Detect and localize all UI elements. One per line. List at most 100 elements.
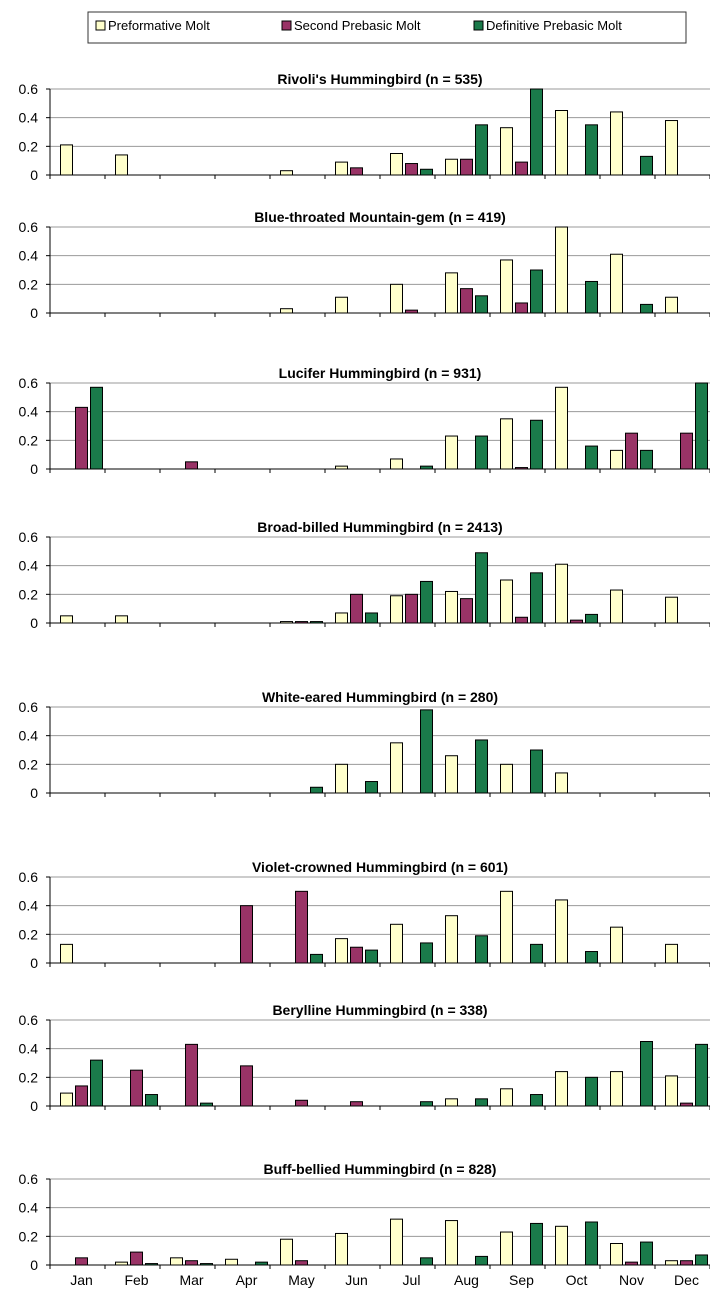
- x-tick-label: Aug: [454, 1272, 479, 1288]
- bar: [585, 1221, 598, 1266]
- bar: [60, 943, 73, 964]
- bar: [405, 163, 418, 176]
- y-tick-label: 0: [30, 1098, 38, 1114]
- bar: [500, 890, 513, 964]
- bar: [130, 1251, 143, 1266]
- bar: [555, 226, 568, 314]
- bar: [585, 445, 598, 470]
- bar: [475, 552, 488, 624]
- bar: [555, 899, 568, 964]
- bar: [335, 763, 348, 794]
- chart-panels: Rivoli's Hummingbird (n = 535) 0 0.2 0.4 0.6…: [19, 71, 710, 1288]
- bar: [555, 386, 568, 470]
- y-tick-label: 0.6: [19, 81, 39, 97]
- bar: [335, 938, 348, 964]
- y-tick-label: 0.6: [19, 869, 39, 885]
- bar: [240, 905, 253, 964]
- y-tick-label: 0.2: [19, 1069, 39, 1085]
- bar: [515, 302, 528, 314]
- bar: [555, 563, 568, 624]
- bar: [640, 155, 653, 176]
- y-tick-label: 0.6: [19, 1171, 39, 1187]
- chart-title: Broad-billed Hummingbird (n = 2413): [257, 519, 502, 535]
- chart-title: Violet-crowned Hummingbird (n = 601): [252, 859, 508, 875]
- bar: [350, 167, 363, 176]
- bar: [445, 1098, 458, 1107]
- y-tick-label: 0: [30, 615, 38, 631]
- y-tick-label: 0.6: [19, 375, 39, 391]
- y-tick-label: 0.2: [19, 586, 39, 602]
- y-tick-label: 0.2: [19, 1228, 39, 1244]
- bar: [555, 110, 568, 176]
- y-tick-label: 0.2: [19, 432, 39, 448]
- bar: [185, 461, 198, 470]
- bar: [695, 382, 708, 470]
- bar: [145, 1094, 158, 1107]
- bar: [185, 1043, 198, 1107]
- bar: [460, 288, 473, 314]
- bar: [475, 935, 488, 964]
- bar: [420, 709, 433, 794]
- bar: [460, 158, 473, 176]
- bar: [625, 432, 638, 470]
- x-tick-label: Apr: [236, 1272, 258, 1288]
- bar: [60, 615, 73, 624]
- bar: [475, 1098, 488, 1107]
- bar: [530, 1222, 543, 1266]
- bar: [530, 572, 543, 624]
- x-tick-label: Jan: [70, 1272, 93, 1288]
- bar: [280, 308, 293, 314]
- bar: [530, 749, 543, 794]
- bar: [500, 418, 513, 470]
- bar: [610, 449, 623, 470]
- y-tick-label: 0.4: [19, 110, 39, 126]
- bar: [500, 127, 513, 176]
- bar: [680, 1260, 693, 1266]
- bar: [475, 435, 488, 470]
- bar: [640, 1241, 653, 1266]
- bar: [610, 1071, 623, 1107]
- chart-panel: Violet-crowned Hummingbird (n = 601) 0 0.2…: [19, 859, 710, 971]
- bar: [610, 926, 623, 964]
- y-tick-label: 0.2: [19, 926, 39, 942]
- bar: [585, 1076, 598, 1107]
- chart-panel: Buff-bellied Hummingbird (n = 828) 0 0.2 0.…: [19, 1161, 710, 1288]
- bar: [530, 419, 543, 470]
- chart-panel: Rivoli's Hummingbird (n = 535) 0 0.2 0.4 0.6: [19, 71, 710, 183]
- bar: [390, 153, 403, 176]
- y-tick-label: 0.2: [19, 756, 39, 772]
- bar: [350, 593, 363, 624]
- bar: [640, 449, 653, 470]
- y-tick-label: 0.6: [19, 219, 39, 235]
- chart-title: Buff-bellied Hummingbird (n = 828): [264, 1161, 497, 1177]
- bar: [475, 295, 488, 314]
- legend-box: [87, 11, 687, 44]
- bar: [60, 144, 73, 176]
- bar: [530, 1094, 543, 1107]
- y-tick-label: 0.6: [19, 1012, 39, 1028]
- bar: [390, 283, 403, 314]
- bar: [500, 1231, 513, 1266]
- legend-swatch: [95, 20, 106, 31]
- bar: [335, 296, 348, 314]
- y-tick-label: 0.2: [19, 138, 39, 154]
- y-tick-label: 0.4: [19, 1041, 39, 1057]
- x-tick-label: Feb: [124, 1272, 148, 1288]
- x-tick-label: Nov: [619, 1272, 644, 1288]
- bar: [680, 432, 693, 470]
- y-tick-label: 0.4: [19, 898, 39, 914]
- bar: [335, 161, 348, 176]
- bar: [640, 1041, 653, 1107]
- bar: [295, 1099, 308, 1107]
- bar: [610, 253, 623, 314]
- chart-title: Blue-throated Mountain-gem (n = 419): [254, 209, 506, 225]
- bar: [90, 1059, 103, 1107]
- bar: [695, 1043, 708, 1107]
- y-tick-label: 0: [30, 305, 38, 321]
- bar: [310, 953, 323, 964]
- bar: [365, 781, 378, 794]
- chart-title: Rivoli's Hummingbird (n = 535): [277, 71, 482, 87]
- y-tick-label: 0: [30, 461, 38, 477]
- bar: [500, 763, 513, 794]
